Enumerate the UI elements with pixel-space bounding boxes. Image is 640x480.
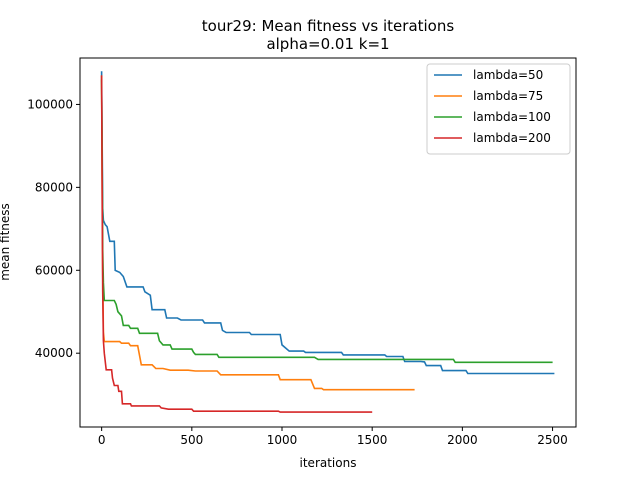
plot-area-frame <box>79 57 577 428</box>
y-tick-label: 60000 <box>35 263 73 277</box>
y-axis-ticks: 40000 60000 80000 100000 <box>27 97 80 360</box>
x-axis-ticks: 0 500 1000 1500 2000 2500 <box>98 427 568 447</box>
x-axis-label: iterations <box>300 456 357 470</box>
x-tick-label: 0 <box>98 433 106 447</box>
series-line-lambda-75 <box>100 75 415 391</box>
series-line-lambda-100 <box>100 79 553 364</box>
chart-title: tour29: Mean fitness vs iterations <box>202 17 455 35</box>
legend: lambda=50 lambda=75 lambda=100 lambda=200 <box>426 63 571 155</box>
x-tick-label: 2000 <box>447 433 478 447</box>
x-tick-label: 2500 <box>537 433 568 447</box>
legend-frame <box>426 63 571 155</box>
legend-label: lambda=75 <box>473 89 543 103</box>
x-tick-label: 1500 <box>357 433 388 447</box>
x-tick-label: 1000 <box>267 433 298 447</box>
y-tick-label: 80000 <box>35 180 73 194</box>
plot-series <box>100 71 555 413</box>
y-tick-label: 40000 <box>35 346 73 360</box>
series-line-lambda-200 <box>100 75 373 413</box>
chart-subtitle: alpha=0.01 k=1 <box>266 35 389 53</box>
x-tick-label: 500 <box>180 433 203 447</box>
y-tick-label: 100000 <box>27 97 73 111</box>
legend-label: lambda=200 <box>473 131 551 145</box>
series-line-lambda-50 <box>100 71 555 375</box>
legend-label: lambda=100 <box>473 110 551 124</box>
legend-label: lambda=50 <box>473 68 543 82</box>
y-axis-label: mean fitness <box>0 203 12 281</box>
